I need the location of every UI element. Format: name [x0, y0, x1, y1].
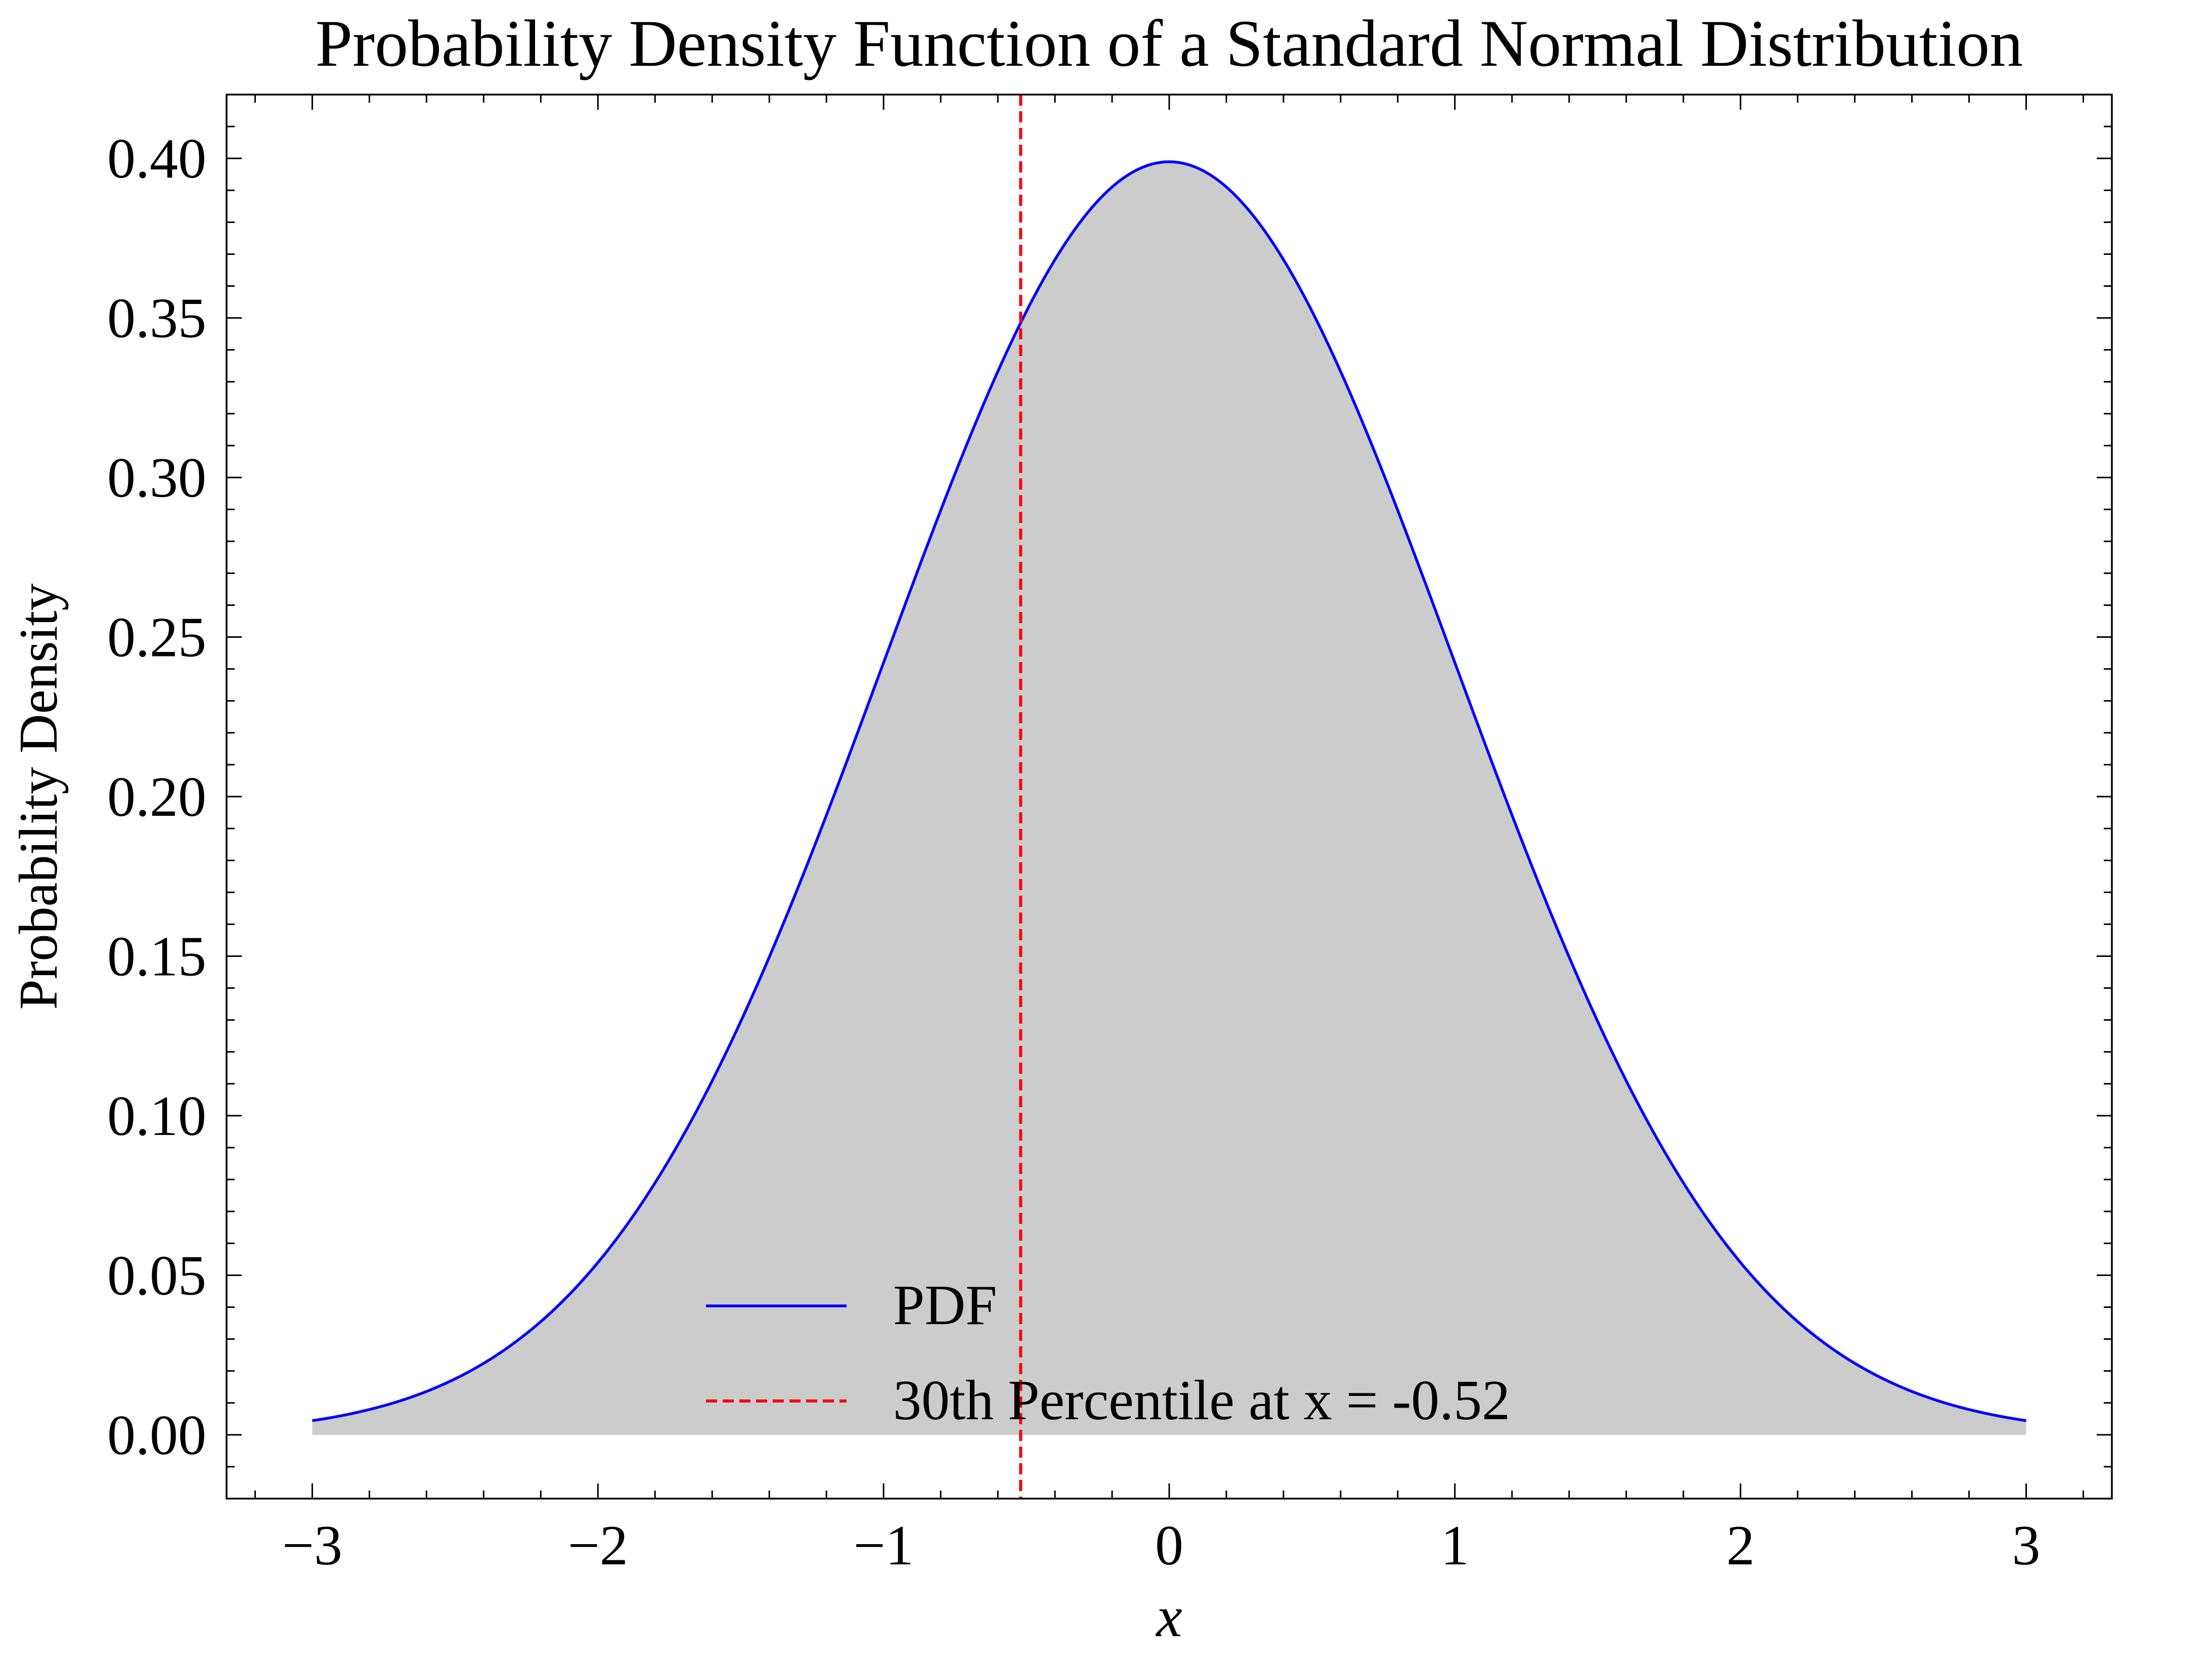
y-tick-label: 0.35	[107, 287, 206, 350]
axis-ticks	[227, 94, 2112, 1500]
legend-label-percentile: 30th Percentile at x = -0.52	[893, 1369, 1510, 1432]
x-tick-label: 0	[1155, 1514, 1183, 1577]
legend: PDF 30th Percentile at x = -0.52	[706, 1274, 1510, 1432]
y-tick-label: 0.00	[107, 1404, 206, 1467]
x-tick-labels: −3 −2 −1 0 1 2 3	[282, 1514, 2041, 1577]
x-tick-label: −2	[568, 1514, 628, 1577]
x-tick-label: −1	[854, 1514, 914, 1577]
y-tick-label: 0.15	[107, 925, 206, 988]
pdf-line	[312, 160, 2026, 1422]
x-tick-label: 1	[1441, 1514, 1469, 1577]
legend-label-pdf: PDF	[893, 1274, 997, 1337]
x-tick-label: −3	[282, 1514, 342, 1577]
y-tick-label: 0.20	[107, 766, 206, 828]
plot-area	[312, 95, 2026, 1499]
y-tick-label: 0.25	[107, 606, 206, 669]
x-axis-label: x	[1155, 1585, 1182, 1649]
y-tick-labels: 0.00 0.05 0.10 0.15 0.20 0.25 0.30 0.35 0.40	[107, 127, 206, 1467]
y-tick-label: 0.40	[107, 127, 206, 190]
y-tick-label: 0.10	[107, 1085, 206, 1148]
y-tick-label: 0.05	[107, 1244, 206, 1307]
chart-title: Probability Density Function of a Standa…	[316, 6, 2023, 80]
pdf-fill-area	[312, 161, 2026, 1435]
x-tick-label: 3	[2012, 1514, 2041, 1577]
y-axis-label: Probability Density	[9, 584, 69, 1010]
axes-frame	[226, 94, 2113, 1500]
x-tick-label: 2	[1727, 1514, 1755, 1577]
y-tick-label: 0.30	[107, 447, 206, 509]
